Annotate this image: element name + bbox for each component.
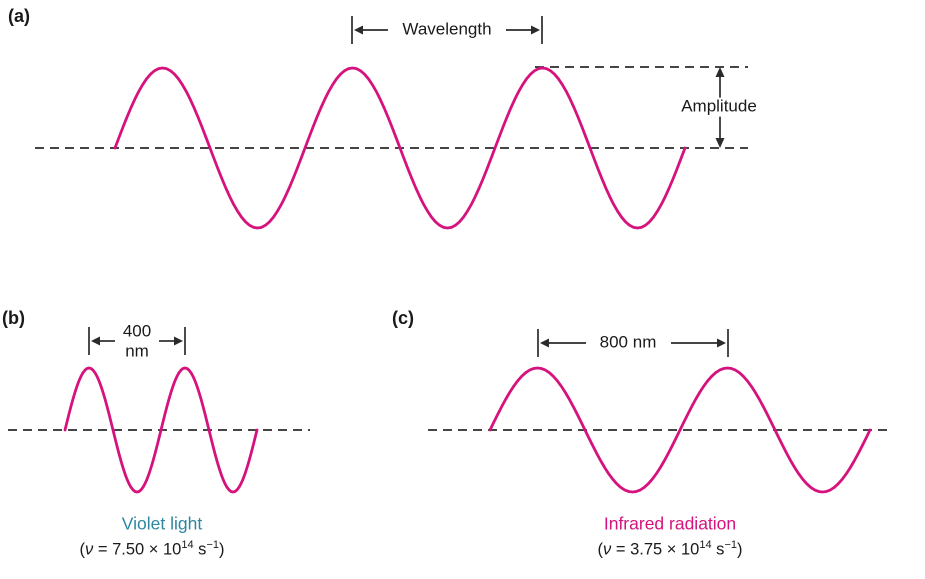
amplitude-down-arrowhead bbox=[715, 138, 725, 148]
freq-body: = 7.50 × 10 bbox=[93, 540, 182, 559]
freq-unit-exponent: −1 bbox=[724, 539, 737, 552]
nu-symbol: ν bbox=[603, 540, 612, 559]
freq-unit: s bbox=[193, 540, 207, 559]
guide-lines bbox=[8, 16, 890, 431]
wavelength-b-unit: nm bbox=[125, 341, 149, 361]
panel-a-label: (a) bbox=[8, 6, 30, 26]
freq-unit: s bbox=[711, 540, 725, 559]
freq-open: ( bbox=[597, 540, 604, 559]
freq-close: ) bbox=[736, 540, 743, 559]
wavelength-b-right-arrowhead bbox=[174, 336, 183, 346]
amplitude-up-arrowhead bbox=[715, 67, 725, 77]
wavelength-c-right-arrowhead bbox=[717, 338, 726, 348]
freq-exponent: 14 bbox=[699, 539, 712, 552]
wave-a bbox=[113, 66, 687, 230]
wavelength-c-value: 800 nm bbox=[594, 333, 662, 353]
arrowheads bbox=[91, 25, 726, 348]
wavelength-b-left-arrowhead bbox=[91, 336, 100, 346]
freq-exponent: 14 bbox=[181, 539, 194, 552]
violet-light-label: Violet light bbox=[121, 513, 203, 534]
wavelength-a-right-arrowhead bbox=[531, 25, 540, 35]
freq-unit-exponent: −1 bbox=[206, 539, 219, 552]
wavelength-label: Wavelength bbox=[397, 20, 497, 40]
wave-b bbox=[63, 366, 259, 494]
violet-frequency: (ν = 7.50 × 1014 s−1) bbox=[80, 539, 225, 559]
panel-c-label: (c) bbox=[392, 308, 414, 328]
wave-c bbox=[488, 366, 872, 494]
waves bbox=[63, 66, 872, 494]
amplitude-label: Amplitude bbox=[676, 97, 762, 117]
nu-symbol: ν bbox=[85, 540, 94, 559]
wavelength-b-value: 400 bbox=[122, 321, 152, 341]
freq-body: = 3.75 × 10 bbox=[611, 540, 700, 559]
wavelength-a-left-arrowhead bbox=[354, 25, 363, 35]
freq-close: ) bbox=[218, 540, 225, 559]
infrared-label: Infrared radiation bbox=[603, 513, 737, 534]
panel-b-label: (b) bbox=[2, 308, 25, 328]
wavelength-c-left-arrowhead bbox=[540, 338, 549, 348]
infrared-frequency: (ν = 3.75 × 1014 s−1) bbox=[598, 539, 743, 559]
freq-open: ( bbox=[79, 540, 86, 559]
